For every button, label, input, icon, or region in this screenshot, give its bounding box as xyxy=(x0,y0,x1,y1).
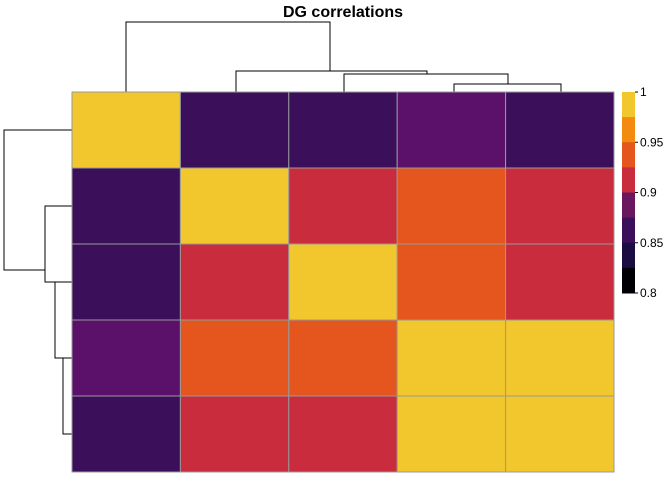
legend-swatch-1 xyxy=(622,92,635,118)
color-legend: 1 0.95 0.9 0.85 0.8 xyxy=(622,85,664,300)
heatmap-cell-r3-c2 xyxy=(179,243,290,321)
row-dendro-branch-1 xyxy=(44,205,72,283)
legend-swatch-6 xyxy=(622,217,635,244)
row-dendro-branch-2 xyxy=(54,281,72,359)
heatmap-cell-r3-c1 xyxy=(71,243,181,321)
heatmap-cell-r2-c3 xyxy=(288,167,398,245)
row-dendrogram xyxy=(3,129,72,435)
heatmap-cell-r2-c1 xyxy=(71,167,181,245)
legend-tick-label-3: 0.9 xyxy=(640,186,657,200)
legend-tick-label-1: 1 xyxy=(640,85,647,99)
heatmap-cell-r3-c3 xyxy=(288,243,398,321)
heatmap-cell-r1-c3 xyxy=(288,91,398,169)
legend-tick-label-2: 0.95 xyxy=(640,135,664,149)
heatmap-cell-r5-c2 xyxy=(179,395,290,473)
heatmap-cell-r5-c3 xyxy=(288,395,398,473)
heatmap-cell-r1-c1 xyxy=(71,91,181,169)
legend-tick-label-4: 0.85 xyxy=(640,236,664,250)
row-dendro-branch-3 xyxy=(62,357,72,435)
col-dendro-branch-1 xyxy=(235,70,428,92)
heatmap-cell-r3-c4 xyxy=(396,243,507,321)
legend-swatch-7 xyxy=(622,242,635,269)
row-dendro-root xyxy=(3,129,72,271)
chart-title: DG correlations xyxy=(283,4,403,21)
heatmap-cell-r5-c1 xyxy=(71,395,181,473)
heatmap-cell-r4-c1 xyxy=(71,319,181,397)
heatmap-cell-r1-c4 xyxy=(396,91,507,169)
col-dendro-branch-2 xyxy=(343,73,509,92)
heatmap-cell-r4-c3 xyxy=(288,319,398,397)
heatmap-cell-r5-c4 xyxy=(396,395,507,473)
heatmap-cell-r4-c5 xyxy=(505,319,615,397)
col-dendro-root xyxy=(125,21,331,92)
heatmap-cell-r3-c5 xyxy=(505,243,615,321)
heatmap-cell-r5-c5 xyxy=(505,395,615,473)
legend-tick-label-5: 0.8 xyxy=(640,286,657,300)
legend-swatch-8 xyxy=(622,267,635,294)
heatmap-cells xyxy=(71,91,615,473)
heatmap-cell-r4-c2 xyxy=(179,319,290,397)
column-dendrogram xyxy=(125,21,562,92)
legend-swatch-5 xyxy=(622,192,635,219)
heatmap-cell-r2-c4 xyxy=(396,167,507,245)
legend-swatch-4 xyxy=(622,167,635,193)
col-dendro-branch-3 xyxy=(453,83,562,92)
heatmap-cell-r2-c5 xyxy=(505,167,615,245)
legend-swatch-2 xyxy=(622,117,635,143)
heatmap-cell-r2-c2 xyxy=(179,167,290,245)
heatmap-cell-r1-c5 xyxy=(505,91,615,169)
heatmap-cell-r1-c2 xyxy=(179,91,290,169)
legend-swatch-3 xyxy=(622,142,635,168)
heatmap-cell-r4-c4 xyxy=(396,319,507,397)
